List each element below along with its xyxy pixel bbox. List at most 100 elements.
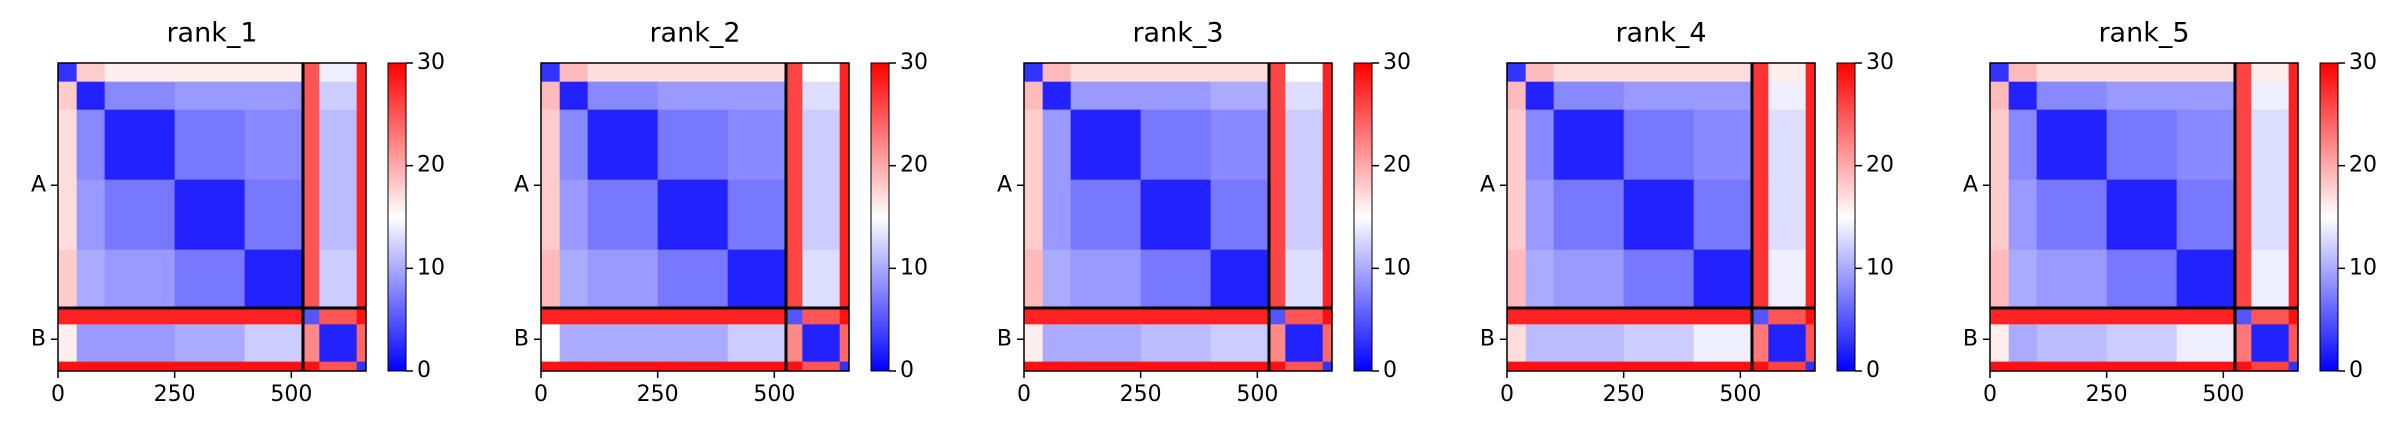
heatmap-cell xyxy=(1553,308,1625,325)
heatmap-cell xyxy=(2106,249,2178,309)
heatmap-cell xyxy=(2036,109,2108,181)
heatmap-cell xyxy=(244,179,304,251)
heatmap-cell xyxy=(1285,324,1324,363)
colorbar-tick-label: 10 xyxy=(417,255,445,280)
heatmap-cell xyxy=(1553,361,1625,372)
y-tick-label: B xyxy=(514,326,529,351)
heatmap-cell xyxy=(104,179,176,251)
heatmap-cell xyxy=(559,81,589,111)
colorbar-tick-label: 10 xyxy=(1866,255,1894,280)
heatmap-cell xyxy=(1553,179,1625,251)
y-tick-label: A xyxy=(31,172,46,197)
panel-title: rank_5 xyxy=(2098,18,2189,49)
heatmap-cell xyxy=(1693,81,1753,111)
colorbar-tick-label: 20 xyxy=(1866,153,1894,178)
heatmap-cell xyxy=(104,249,176,309)
heatmap-cell xyxy=(802,249,841,309)
colorbar-tick-label: 20 xyxy=(900,153,928,178)
heatmap-cell xyxy=(2106,361,2178,372)
heatmap-cell xyxy=(1210,361,1270,372)
heatmap-cell xyxy=(2251,308,2290,325)
heatmap-cell xyxy=(2235,361,2252,372)
heatmap-cell xyxy=(839,179,850,251)
plot-frame xyxy=(1989,62,2299,372)
heatmap-cell xyxy=(1525,109,1555,181)
heatmap-cell xyxy=(303,109,320,181)
heatmap-cell xyxy=(1990,109,2010,181)
heatmap-cell xyxy=(1752,249,1769,309)
heatmap-cell xyxy=(1752,361,1769,372)
heatmap-cell xyxy=(104,361,176,372)
heatmap-cell xyxy=(303,249,320,309)
heatmap-cell xyxy=(727,308,787,325)
heatmap-cell xyxy=(2176,63,2236,83)
heatmap-cell xyxy=(1990,308,2010,325)
heatmap-cell xyxy=(2251,63,2290,83)
heatmap-cell xyxy=(541,324,561,363)
heatmap-cell xyxy=(559,361,589,372)
heatmap-cell xyxy=(1285,179,1324,251)
x-tick-label: 0 xyxy=(1983,382,1997,407)
heatmap-cell xyxy=(356,63,367,83)
heatmap-cell xyxy=(2176,249,2236,309)
heatmap-cell xyxy=(786,249,803,309)
heatmap-cell xyxy=(802,308,841,325)
heatmap-cell xyxy=(1042,324,1072,363)
heatmap-cell xyxy=(1990,361,2010,372)
heatmap-cell xyxy=(559,63,589,83)
heatmap-cell xyxy=(1507,81,1527,111)
heatmap-cell xyxy=(2008,179,2038,251)
heatmap-cell xyxy=(2008,324,2038,363)
heatmap-cell xyxy=(587,63,659,83)
heatmap-cell xyxy=(2036,308,2108,325)
heatmap-cell xyxy=(58,249,78,309)
heatmap-cell xyxy=(2235,308,2252,325)
heatmap-cell xyxy=(2288,63,2299,83)
heatmap-cell xyxy=(76,324,106,363)
heatmap-cell xyxy=(356,81,367,111)
heatmap-cell xyxy=(802,361,841,372)
heatmap-cell xyxy=(541,81,561,111)
heatmap-cell xyxy=(1024,109,1044,181)
heatmap-cell xyxy=(2036,179,2108,251)
heatmap-cell xyxy=(657,109,729,181)
y-tick-label: A xyxy=(1963,172,1978,197)
x-tick-label: 500 xyxy=(1236,382,1278,407)
heatmap-cell xyxy=(1525,308,1555,325)
heatmap-cell xyxy=(244,308,304,325)
heatmap-cell xyxy=(1768,81,1807,111)
heatmap-cell xyxy=(2251,249,2290,309)
heatmap-cell xyxy=(1140,324,1212,363)
heatmap-cell xyxy=(1210,63,1270,83)
heatmap-cell xyxy=(1623,249,1695,309)
heatmap-cell xyxy=(1805,63,1816,83)
heatmap-cell xyxy=(786,361,803,372)
heatmap-cell xyxy=(174,324,246,363)
heatmap-cell xyxy=(786,324,803,363)
heatmap-cell xyxy=(2008,109,2038,181)
heatmap-cell xyxy=(2251,324,2290,363)
heatmap-cell xyxy=(244,249,304,309)
heatmap-cell xyxy=(1525,324,1555,363)
heatmap-cell xyxy=(2036,324,2108,363)
colorbar-tick-label: 10 xyxy=(2349,255,2377,280)
heatmap-cell xyxy=(58,179,78,251)
heatmap-cell xyxy=(1623,179,1695,251)
heatmap-cell xyxy=(727,63,787,83)
heatmap-cell xyxy=(559,308,589,325)
heatmap-cell xyxy=(1322,179,1333,251)
colorbar-tick-label: 30 xyxy=(417,50,445,75)
heatmap-cell xyxy=(541,109,561,181)
heatmap-cell xyxy=(1140,81,1212,111)
heatmap-cell xyxy=(1140,308,1212,325)
heatmap-cell xyxy=(303,324,320,363)
heatmap-cell xyxy=(1805,109,1816,181)
heatmap-cell xyxy=(802,179,841,251)
heatmap-cell xyxy=(2176,179,2236,251)
heatmap-cell xyxy=(1553,249,1625,309)
heatmap-cell xyxy=(657,63,729,83)
heatmap-cell xyxy=(1525,63,1555,83)
heatmap-cell xyxy=(1070,109,1142,181)
colorbar xyxy=(1836,62,1856,372)
